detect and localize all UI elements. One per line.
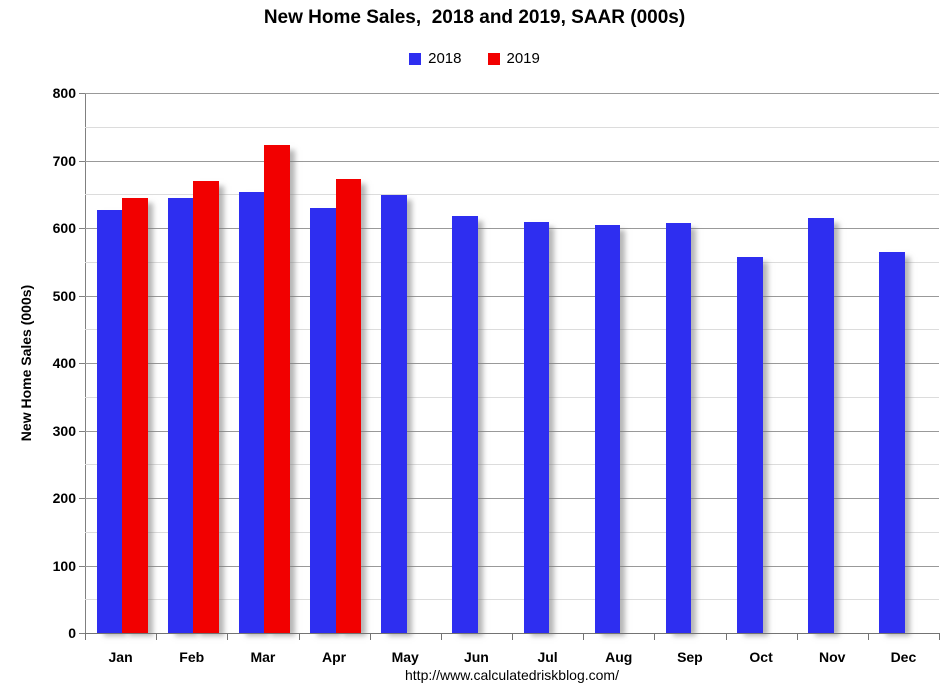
gridline-400	[85, 363, 939, 364]
x-tick-7	[583, 634, 584, 640]
legend-swatch-2018	[409, 52, 422, 65]
x-tick-5	[441, 634, 442, 640]
x-tick-12	[939, 634, 940, 640]
y-axis-label-700: 700	[52, 152, 76, 169]
x-tick-10	[797, 634, 798, 640]
bar-2019-apr	[335, 178, 361, 633]
bar-2018-jan	[96, 209, 122, 633]
x-tick-4	[370, 634, 371, 640]
gridline-750	[85, 126, 939, 128]
x-tick-8	[654, 634, 655, 640]
x-axis-label-oct: Oct	[749, 649, 773, 665]
gridline-550	[85, 261, 939, 263]
chart-title: New Home Sales, 2018 and 2019, SAAR (000…	[263, 7, 686, 28]
bar-2018-may	[381, 194, 407, 633]
gridline-50	[85, 599, 939, 601]
gridline-350	[85, 396, 939, 398]
gridline-200	[85, 498, 939, 499]
y-axis-label-400: 400	[52, 355, 76, 371]
gridline-250	[85, 464, 939, 466]
x-axis-label-sep: Sep	[677, 649, 703, 665]
y-axis-label-0: 0	[68, 625, 76, 641]
gridline-700	[85, 160, 939, 162]
y-axis-label-300: 300	[52, 422, 76, 439]
x-tick-3	[299, 634, 300, 640]
y-tick-300	[79, 430, 85, 432]
bar-2018-apr	[310, 208, 336, 633]
bar-2018-nov	[808, 217, 834, 633]
gridline-650	[85, 194, 939, 196]
legend-item-2018: 2018	[409, 50, 462, 67]
y-axis-label-100: 100	[52, 557, 76, 574]
y-axis-label-800: 800	[52, 85, 76, 101]
bar-2019-feb	[193, 181, 219, 633]
bar-2018-jun	[452, 215, 478, 633]
x-axis-label-dec: Dec	[890, 649, 917, 665]
x-axis-label-may: May	[391, 649, 419, 665]
gridline-300	[85, 430, 939, 432]
legend-swatch-2019	[487, 52, 500, 65]
x-axis-label-jul: Jul	[537, 649, 558, 665]
x-axis-label-mar: Mar	[250, 649, 276, 665]
bar-2019-mar	[264, 144, 290, 633]
x-axis-label-jun: Jun	[463, 649, 489, 665]
gridline-100	[85, 565, 939, 567]
legend-label-2018: 2018	[428, 50, 462, 67]
y-tick-100	[79, 565, 85, 567]
y-axis-label-500: 500	[52, 287, 76, 304]
y-tick-800	[79, 93, 85, 94]
plot-area	[85, 93, 939, 633]
x-tick-9	[726, 634, 727, 640]
x-axis-label-jan: Jan	[108, 649, 133, 665]
y-tick-200	[79, 498, 85, 499]
x-axis-label-nov: Nov	[819, 649, 846, 665]
gridline-450	[85, 329, 939, 331]
x-axis-label-aug: Aug	[605, 649, 633, 665]
bar-2019-jan	[122, 198, 148, 633]
y-tick-0	[79, 633, 85, 634]
x-tick-11	[868, 634, 869, 640]
gridline-150	[85, 531, 939, 533]
x-tick-1	[156, 634, 157, 640]
x-axis-line	[85, 633, 940, 634]
y-tick-500	[79, 295, 85, 297]
legend-item-2019: 2019	[487, 50, 540, 67]
y-axis-label-200: 200	[52, 490, 76, 506]
legend-label-2019: 2019	[506, 50, 540, 67]
x-tick-2	[227, 634, 228, 640]
x-axis-label-apr: Apr	[322, 649, 347, 665]
x-tick-0	[85, 634, 86, 640]
x-tick-6	[512, 634, 513, 640]
gridline-500	[85, 295, 939, 297]
source-url: http://www.calculatedriskblog.com/	[405, 667, 619, 683]
bar-2018-aug	[594, 225, 621, 633]
bar-2018-oct	[737, 257, 763, 633]
y-tick-600	[79, 228, 85, 229]
x-axis-label-feb: Feb	[179, 649, 205, 665]
chart-legend: 2018 2019	[0, 50, 949, 67]
y-tick-400	[79, 363, 85, 364]
gridline-800	[85, 93, 939, 94]
bar-2018-jul	[523, 221, 549, 633]
bar-2018-sep	[665, 223, 692, 633]
bar-2018-dec	[879, 252, 905, 633]
y-tick-700	[79, 160, 85, 162]
gridline-600	[85, 228, 939, 229]
bar-2018-mar	[238, 191, 265, 633]
bar-2018-feb	[167, 198, 194, 633]
y-axis-label-600: 600	[52, 220, 76, 236]
